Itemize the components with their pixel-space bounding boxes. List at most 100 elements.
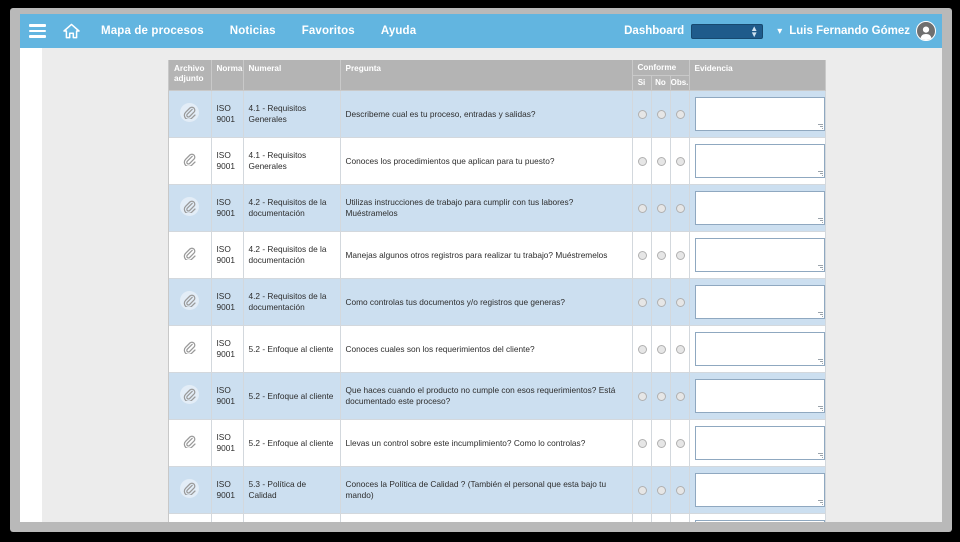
radio-no[interactable] — [656, 345, 666, 355]
cell-conforme-no — [651, 278, 671, 327]
evidence-textarea[interactable] — [694, 520, 825, 522]
header-conforme-si: Si — [632, 75, 652, 92]
attachment-button[interactable] — [180, 291, 200, 311]
radio-no[interactable] — [656, 298, 666, 308]
radio-obs[interactable] — [675, 392, 685, 402]
evidence-textarea[interactable] — [694, 238, 825, 273]
attachment-button[interactable] — [180, 338, 200, 358]
radio-obs[interactable] — [675, 486, 685, 496]
radio-obs[interactable] — [675, 157, 685, 167]
radio-si[interactable] — [637, 298, 647, 308]
home-button[interactable] — [54, 14, 88, 48]
top-navbar: Mapa de procesos Noticias Favoritos Ayud… — [20, 14, 942, 48]
evidence-textarea[interactable] — [694, 285, 825, 320]
evidence-field-wrapper — [694, 191, 825, 226]
paperclip-icon — [183, 294, 196, 308]
evidence-field-wrapper — [694, 379, 825, 414]
paperclip-icon — [183, 482, 196, 496]
radio-si[interactable] — [637, 392, 647, 402]
evidence-textarea[interactable] — [694, 144, 825, 179]
cell-evidencia — [689, 137, 826, 186]
nav-link-noticias[interactable]: Noticias — [229, 25, 276, 37]
radio-no[interactable] — [656, 486, 666, 496]
dashboard-label: Dashboard — [624, 25, 685, 37]
cell-numeral: 5.2 - Enfoque al cliente — [243, 419, 341, 468]
table-row: ISO 9001 4.2 - Requisitos de la documenta… — [169, 278, 826, 327]
chevron-down-icon[interactable]: ▾ — [777, 25, 783, 37]
cell-archivo-adjunto — [169, 372, 212, 421]
evidence-textarea[interactable] — [694, 473, 825, 508]
cell-conforme-si — [632, 325, 652, 374]
evidence-field-wrapper — [694, 238, 825, 273]
table-row: ISO 9001 5.3 - Política de Calidad Conoces… — [169, 466, 826, 515]
cell-pregunta: Que haces cuando el producto no cumple c… — [340, 372, 633, 421]
header-norma: Norma — [211, 60, 244, 92]
radio-obs[interactable] — [675, 439, 685, 449]
cell-numeral: 5.3 - Política de Calidad — [243, 513, 341, 522]
attachment-button[interactable] — [180, 150, 200, 170]
hamburger-menu-button[interactable] — [20, 14, 54, 48]
cell-conforme-si — [632, 90, 652, 139]
radio-obs[interactable] — [675, 251, 685, 261]
radio-no[interactable] — [656, 157, 666, 167]
radio-si[interactable] — [637, 345, 647, 355]
cell-archivo-adjunto — [169, 90, 212, 139]
header-archivo-adjunto: Archivo adjunto — [169, 60, 212, 92]
user-name-label[interactable]: Luis Fernando Gómez — [789, 25, 910, 37]
radio-si[interactable] — [637, 439, 647, 449]
header-conforme-no: No — [651, 75, 671, 92]
radio-obs[interactable] — [675, 298, 685, 308]
cell-norma: ISO 9001 — [211, 184, 244, 233]
radio-no[interactable] — [656, 204, 666, 214]
evidence-textarea[interactable] — [694, 97, 825, 132]
cell-conforme-si — [632, 231, 652, 280]
cell-conforme-no — [651, 90, 671, 139]
radio-si[interactable] — [637, 110, 647, 120]
radio-obs[interactable] — [675, 204, 685, 214]
radio-no[interactable] — [656, 110, 666, 120]
radio-si[interactable] — [637, 251, 647, 261]
attachment-button[interactable] — [180, 479, 200, 499]
cell-pregunta: Llevas un control sobre este incumplimie… — [340, 419, 633, 468]
cell-conforme-obs — [670, 278, 690, 327]
cell-conforme-si — [632, 372, 652, 421]
cell-archivo-adjunto — [169, 513, 212, 522]
attachment-button[interactable] — [180, 244, 200, 264]
evidence-field-wrapper — [694, 473, 825, 508]
table-subheader-row: Si No Obs. — [169, 75, 825, 92]
dashboard-select[interactable]: ▲ ▼ — [691, 23, 764, 39]
cell-pregunta: Como controlas tus documentos y/o regist… — [340, 278, 633, 327]
cell-evidencia — [689, 90, 826, 139]
cell-norma: ISO 9001 — [211, 372, 244, 421]
attachment-button[interactable] — [180, 432, 200, 452]
radio-si[interactable] — [637, 157, 647, 167]
radio-no[interactable] — [656, 251, 666, 261]
cell-evidencia — [689, 184, 826, 233]
attachment-button[interactable] — [180, 385, 200, 405]
radio-si[interactable] — [637, 204, 647, 214]
cell-conforme-obs — [670, 325, 690, 374]
app-window: Mapa de procesos Noticias Favoritos Ayud… — [20, 14, 942, 522]
user-avatar-icon[interactable] — [916, 21, 936, 41]
nav-link-mapa-de-procesos[interactable]: Mapa de procesos — [101, 25, 204, 37]
evidence-textarea[interactable] — [694, 426, 825, 461]
table-row: ISO 9001 5.2 - Enfoque al cliente Conoces … — [169, 325, 826, 374]
radio-obs[interactable] — [675, 345, 685, 355]
radio-si[interactable] — [637, 486, 647, 496]
evidence-textarea[interactable] — [694, 332, 825, 367]
header-evidencia: Evidencia — [689, 60, 826, 92]
attachment-button[interactable] — [180, 103, 200, 123]
evidence-textarea[interactable] — [694, 379, 825, 414]
evidence-textarea[interactable] — [694, 191, 825, 226]
cell-norma: ISO 9001 — [211, 513, 244, 522]
nav-link-ayuda[interactable]: Ayuda — [380, 25, 417, 37]
cell-numeral: 5.2 - Enfoque al cliente — [243, 325, 341, 374]
table-row: ISO 9001 4.1 - Requisitos Generales Conoce… — [169, 137, 826, 186]
radio-no[interactable] — [656, 392, 666, 402]
cell-pregunta: Conoces cuales son los requerimientos de… — [340, 325, 633, 374]
radio-no[interactable] — [656, 439, 666, 449]
radio-obs[interactable] — [675, 110, 685, 120]
attachment-button[interactable] — [180, 197, 200, 217]
nav-link-favoritos[interactable]: Favoritos — [301, 25, 355, 37]
